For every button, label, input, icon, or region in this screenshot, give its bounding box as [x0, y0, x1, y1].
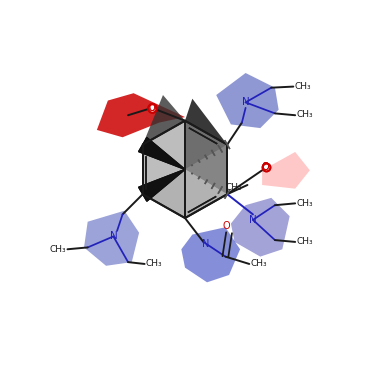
- Polygon shape: [185, 99, 227, 145]
- Text: O: O: [262, 162, 270, 172]
- Polygon shape: [143, 95, 185, 145]
- Polygon shape: [143, 121, 185, 194]
- Polygon shape: [262, 152, 310, 189]
- Text: CH₃: CH₃: [296, 238, 313, 246]
- Text: N: N: [242, 97, 249, 107]
- Text: CH₃: CH₃: [49, 245, 66, 254]
- Polygon shape: [216, 73, 279, 128]
- Text: CH₃: CH₃: [294, 82, 311, 91]
- Text: O: O: [148, 103, 156, 113]
- Text: CH₂: CH₂: [226, 183, 242, 192]
- Polygon shape: [139, 169, 185, 201]
- Text: CH₃: CH₃: [251, 259, 268, 269]
- Text: N: N: [110, 231, 117, 241]
- Text: O: O: [262, 162, 270, 172]
- Polygon shape: [185, 145, 227, 194]
- Polygon shape: [84, 211, 139, 266]
- Text: N: N: [202, 239, 209, 249]
- Text: N: N: [249, 215, 257, 225]
- Polygon shape: [139, 138, 185, 169]
- Polygon shape: [231, 198, 290, 257]
- Text: O: O: [148, 102, 155, 112]
- Polygon shape: [181, 227, 240, 282]
- Polygon shape: [139, 138, 185, 169]
- Text: O: O: [223, 222, 230, 232]
- Polygon shape: [139, 169, 185, 201]
- Text: CH₃: CH₃: [145, 259, 162, 269]
- Text: CH₃: CH₃: [296, 199, 313, 208]
- Polygon shape: [97, 93, 185, 137]
- Text: CH₃: CH₃: [296, 110, 313, 119]
- Polygon shape: [143, 169, 227, 218]
- Polygon shape: [185, 121, 227, 194]
